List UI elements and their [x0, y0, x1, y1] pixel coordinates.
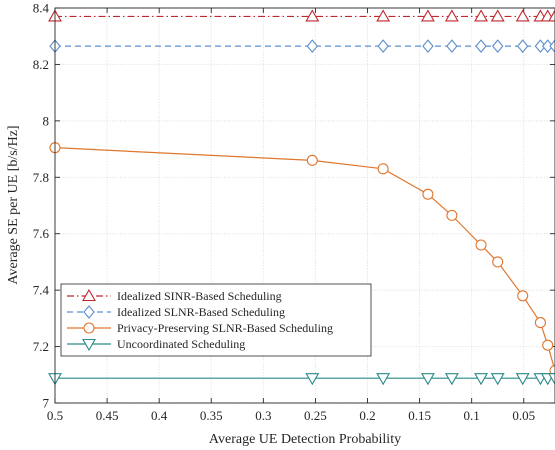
legend-item: Idealized SINR-Based Scheduling: [67, 288, 282, 303]
y-tick-label: 8.4: [33, 1, 50, 16]
series-2: [49, 39, 555, 53]
y-tick-label: 7: [43, 396, 50, 411]
x-tick-label: 0.2: [359, 408, 375, 423]
data-point: [515, 373, 530, 386]
legend-marker: [82, 338, 96, 352]
y-tick-label: 8: [43, 113, 50, 128]
data-point: [542, 339, 554, 351]
data-series: [48, 9, 555, 386]
data-point: [534, 317, 546, 329]
data-point: [306, 154, 318, 166]
legend-marker: [83, 305, 95, 319]
y-tick-label: 7.8: [33, 170, 49, 185]
legend-marker: [83, 322, 95, 334]
x-tick-label: 0.15: [408, 408, 431, 423]
data-point: [517, 290, 529, 302]
y-tick-label: 8.2: [33, 57, 49, 72]
data-point: [475, 239, 487, 251]
x-axis-ticks: 0.5 0.45 0.4 0.35 0.3 0.25 0.2 0.15 0.1 0.05: [47, 8, 535, 423]
data-point: [492, 256, 504, 268]
series-4: [48, 373, 555, 386]
data-point: [474, 9, 488, 22]
data-point: [376, 9, 391, 22]
legend-marker: [82, 288, 96, 302]
legend-item: Privacy-Preserving SLNR-Based Scheduling: [67, 321, 333, 335]
data-point: [491, 39, 504, 53]
data-point: [305, 373, 320, 386]
data-point: [422, 39, 434, 53]
x-tick-label: 0.5: [47, 408, 63, 423]
x-tick-label: 0.4: [151, 408, 168, 423]
data-point: [422, 188, 434, 200]
data-point: [377, 39, 389, 53]
legend-label: Idealized SINR-Based Scheduling: [117, 289, 282, 303]
data-point: [444, 373, 459, 386]
x-tick-label: 0.1: [464, 408, 480, 423]
legend-item: Uncoordinated Scheduling: [67, 337, 245, 352]
plot-frame: [54, 7, 555, 404]
x-tick-label: 0.35: [200, 408, 223, 423]
data-point: [548, 9, 555, 22]
y-tick-label: 7.2: [33, 339, 49, 354]
data-point: [549, 365, 555, 377]
data-point: [474, 373, 488, 386]
legend-item: Idealized SLNR-Based Scheduling: [67, 305, 285, 319]
x-tick-label: 0.45: [96, 408, 119, 423]
data-point: [377, 163, 389, 175]
data-point: [305, 9, 320, 22]
x-axis-label: Average UE Detection Probability: [209, 432, 401, 447]
data-point: [549, 39, 555, 53]
data-point: [306, 39, 319, 53]
data-point: [515, 9, 530, 22]
x-tick-label: 0.25: [304, 408, 327, 423]
legend-label: Uncoordinated Scheduling: [117, 337, 245, 351]
data-point: [420, 9, 435, 22]
legend-label: Privacy-Preserving SLNR-Based Scheduling: [117, 321, 333, 335]
data-point: [376, 373, 391, 386]
y-axis-label: Average SE per UE [b/s/Hz]: [6, 125, 21, 284]
series-3: [49, 142, 555, 377]
y-tick-label: 7.6: [33, 226, 50, 241]
data-point: [490, 9, 505, 22]
data-point: [490, 373, 505, 386]
x-tick-label: 0.05: [512, 408, 535, 423]
legend: Idealized SINR-Based Scheduling Idealized…: [60, 283, 372, 357]
data-point: [420, 373, 435, 386]
data-point: [444, 9, 459, 22]
legend-label: Idealized SLNR-Based Scheduling: [117, 305, 285, 319]
y-tick-label: 7.4: [33, 283, 50, 298]
data-point: [446, 39, 458, 53]
legend-box: [60, 283, 372, 357]
series-1: [48, 9, 555, 22]
data-point: [516, 39, 529, 53]
data-point: [475, 39, 487, 53]
data-point: [548, 373, 555, 386]
data-point: [446, 209, 458, 221]
x-tick-label: 0.3: [255, 408, 271, 423]
